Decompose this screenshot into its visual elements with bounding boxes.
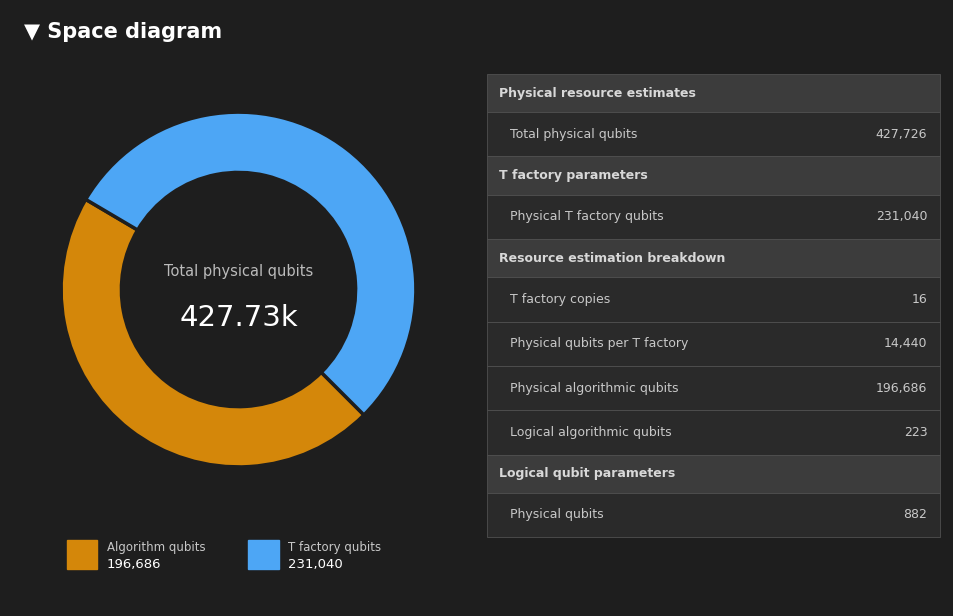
Text: Algorithm qubits: Algorithm qubits [107,540,205,554]
Text: T factory parameters: T factory parameters [498,169,647,182]
Text: ▼ Space diagram: ▼ Space diagram [24,22,222,41]
Text: Physical algorithmic qubits: Physical algorithmic qubits [510,381,679,395]
Text: 223: 223 [902,426,926,439]
Text: 427.73k: 427.73k [179,304,297,332]
Text: 16: 16 [910,293,926,306]
Text: T factory copies: T factory copies [510,293,610,306]
Text: 14,440: 14,440 [882,337,926,351]
Text: Logical algorithmic qubits: Logical algorithmic qubits [510,426,671,439]
Text: Physical T factory qubits: Physical T factory qubits [510,210,663,224]
Text: Physical qubits per T factory: Physical qubits per T factory [510,337,688,351]
Text: 882: 882 [902,508,926,522]
Text: 427,726: 427,726 [875,128,926,141]
Wedge shape [61,200,363,467]
Wedge shape [86,112,416,415]
Text: Total physical qubits: Total physical qubits [510,128,638,141]
Text: T factory qubits: T factory qubits [288,540,381,554]
Text: Resource estimation breakdown: Resource estimation breakdown [498,251,724,265]
Text: 231,040: 231,040 [288,557,342,571]
Text: Total physical qubits: Total physical qubits [164,264,313,279]
Text: Physical qubits: Physical qubits [510,508,603,522]
Text: Logical qubit parameters: Logical qubit parameters [498,467,675,480]
Text: 196,686: 196,686 [875,381,926,395]
Text: 196,686: 196,686 [107,557,161,571]
Text: Physical resource estimates: Physical resource estimates [498,86,695,100]
Text: 231,040: 231,040 [875,210,926,224]
